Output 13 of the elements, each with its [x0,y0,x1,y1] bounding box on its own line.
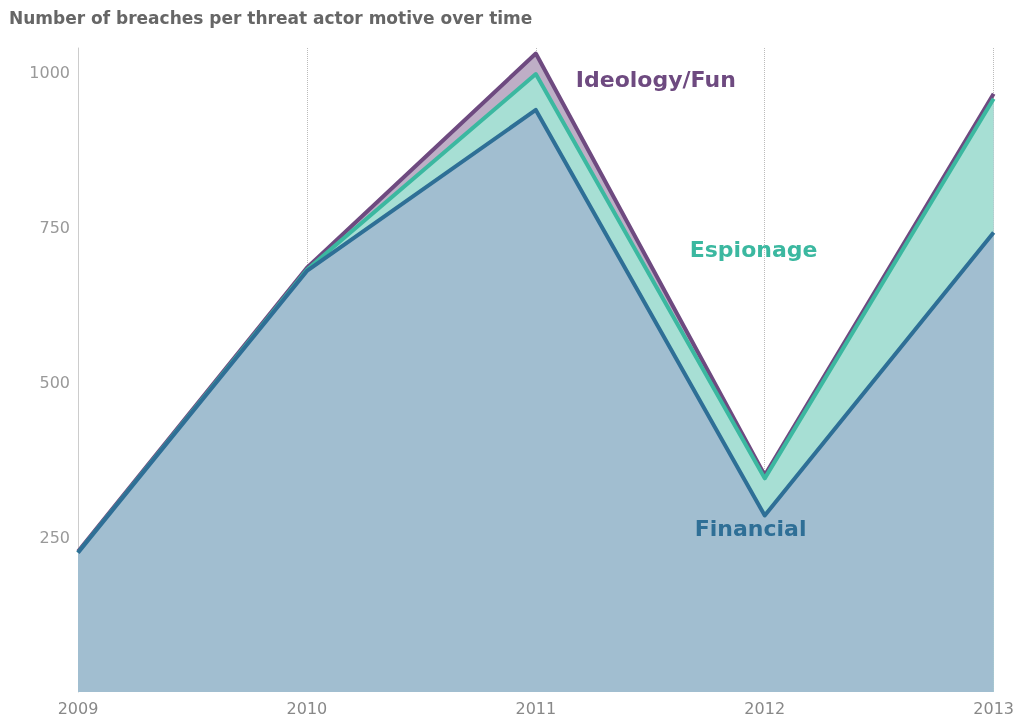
y-tick-label: 750 [39,218,70,238]
series-label: Espionage [689,236,818,262]
x-tick-label: 2011 [515,698,557,718]
x-tick-label: 2009 [57,698,99,718]
chart-title: Number of breaches per threat actor motive over time [9,7,533,28]
y-tick-label: 250 [39,527,70,547]
y-tick-label: 1000 [29,63,70,83]
x-tick-label: 2010 [286,698,328,718]
series-label: Financial [694,516,807,542]
x-tick-label: 2012 [744,698,786,718]
y-tick-label: 500 [39,372,70,392]
x-tick-label: 2013 [973,698,1014,718]
series-label: Ideology/Fun [575,66,736,92]
